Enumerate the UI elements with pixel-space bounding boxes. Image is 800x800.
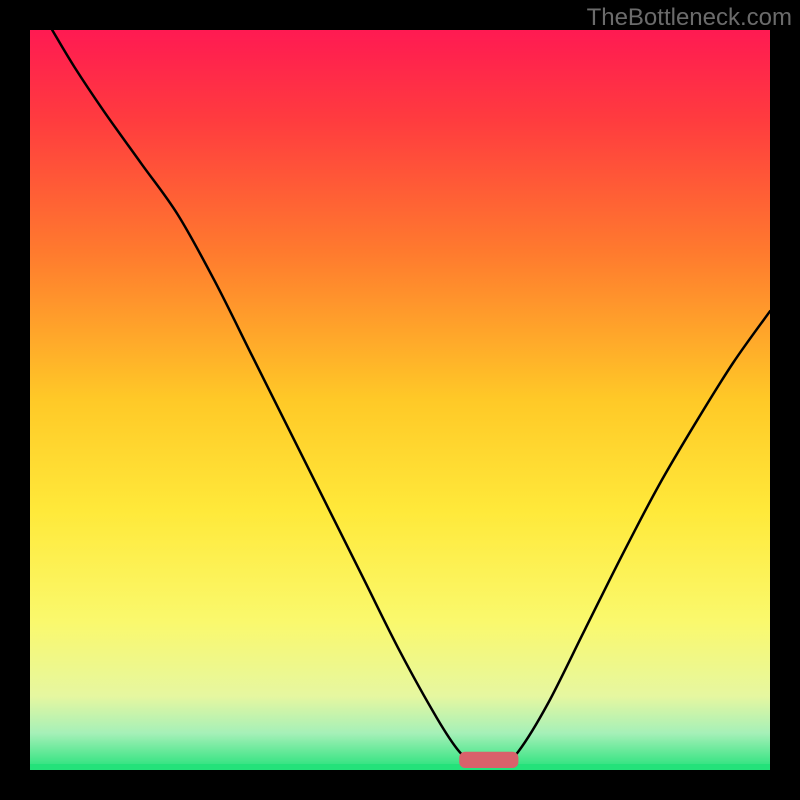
optimal-marker — [459, 752, 518, 768]
plot-background — [30, 30, 770, 770]
bottleneck-chart — [0, 0, 800, 800]
chart-container: TheBottleneck.com — [0, 0, 800, 800]
watermark-text: TheBottleneck.com — [587, 4, 792, 32]
baseline-bar — [30, 764, 770, 770]
